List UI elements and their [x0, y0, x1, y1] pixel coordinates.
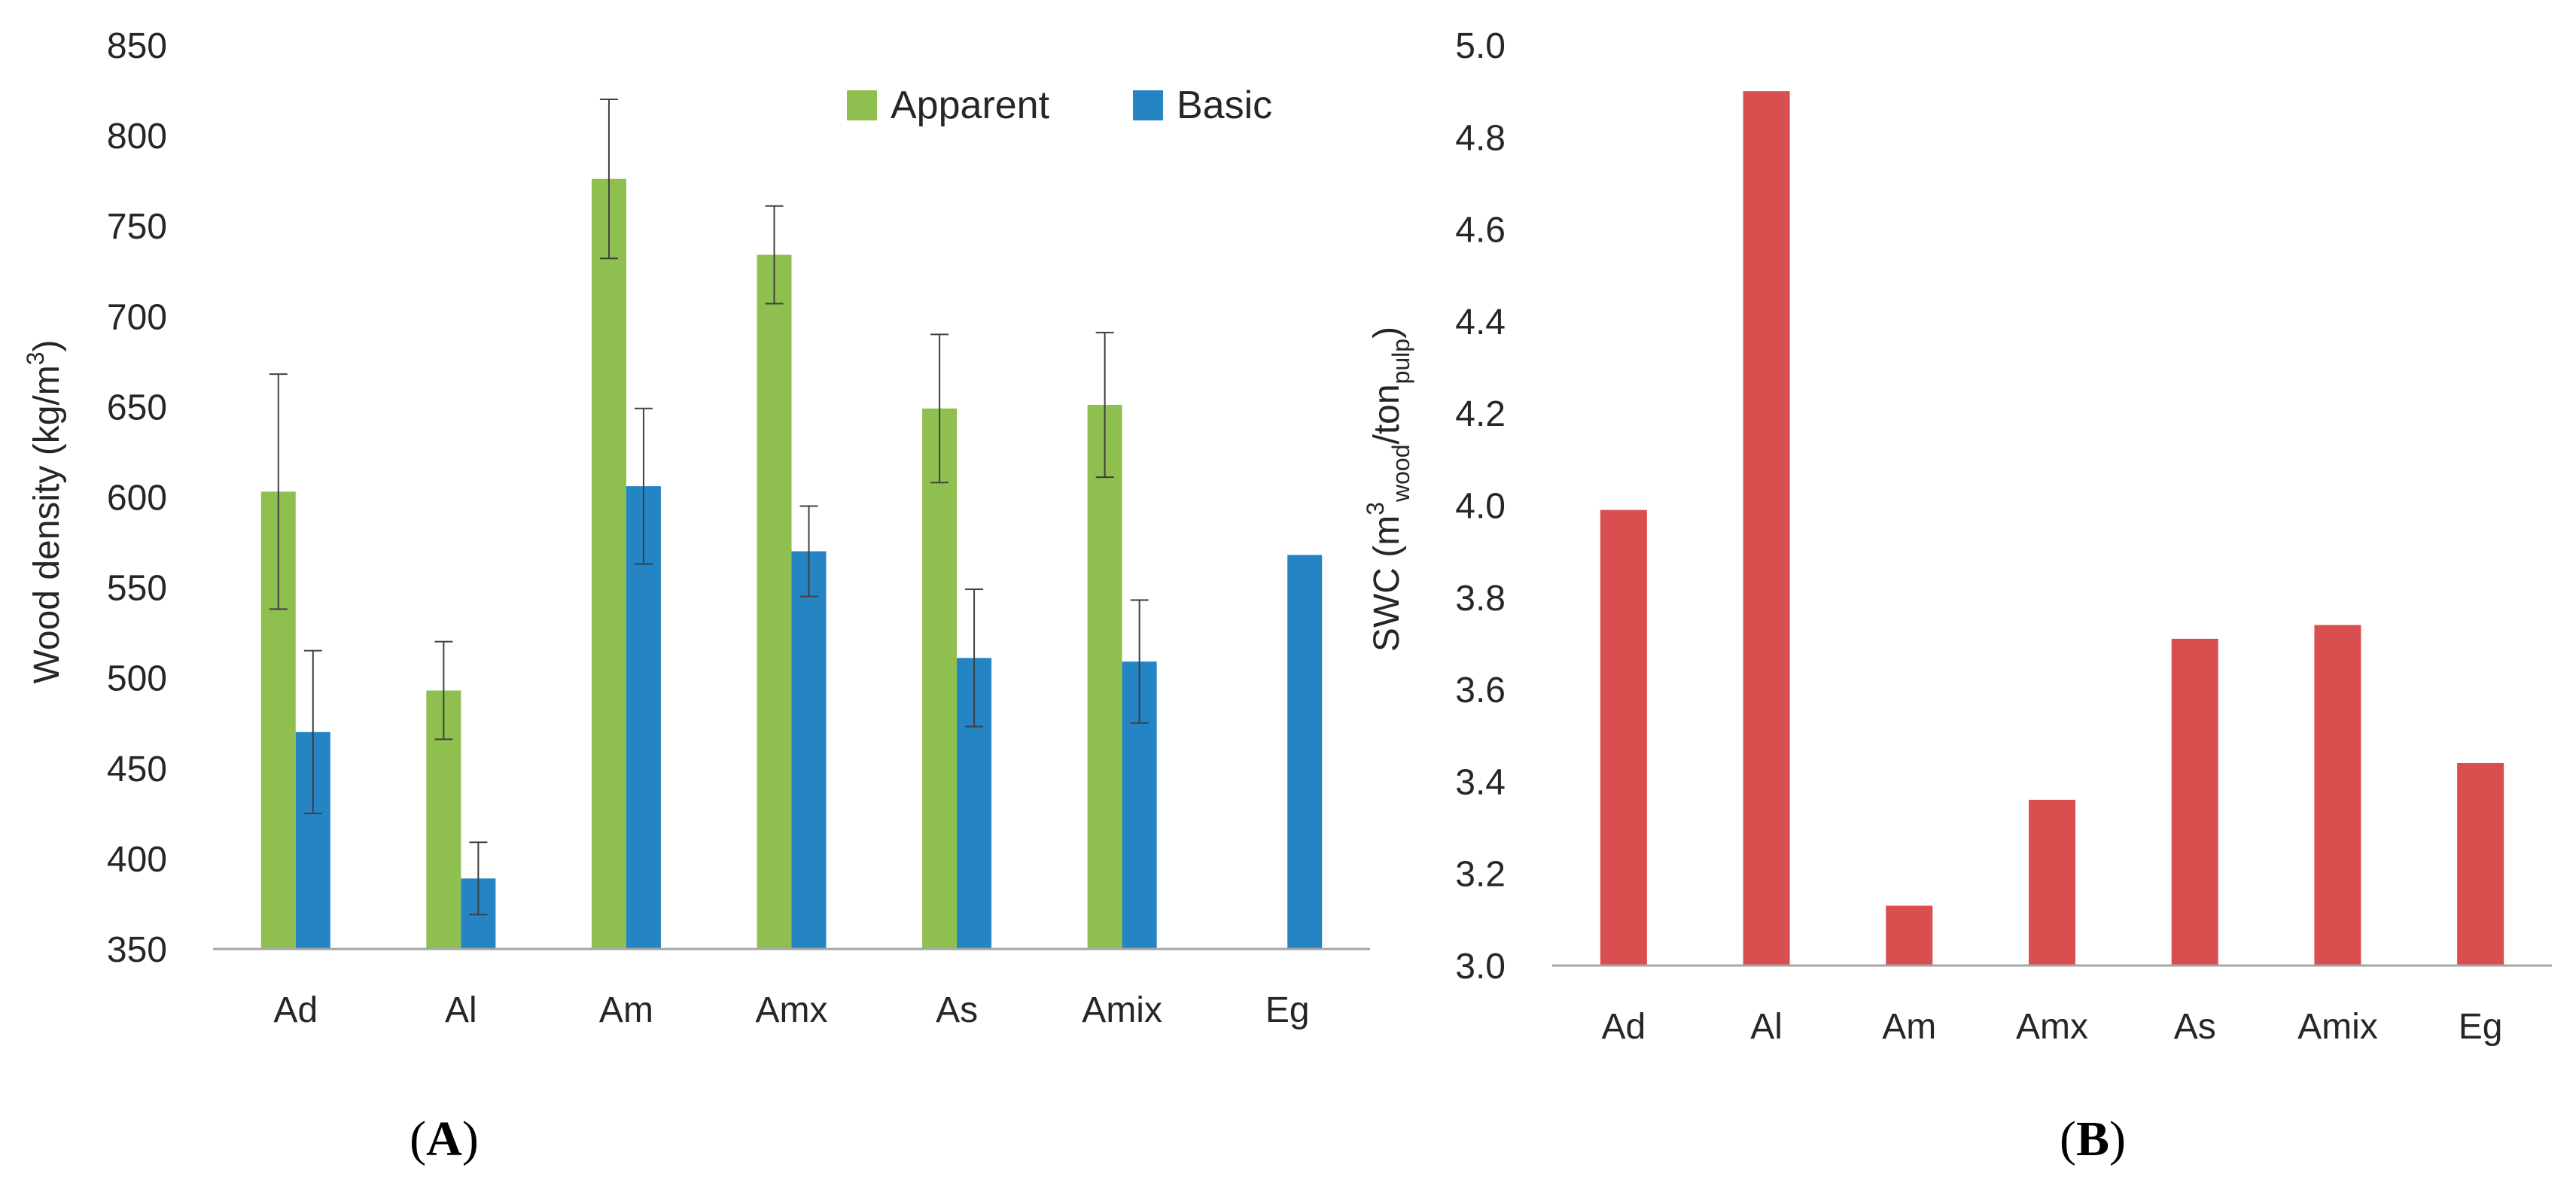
panel-a-error-bar: [269, 373, 288, 610]
panel-b-y-tick-label: 3.2: [1455, 855, 1506, 895]
panel-b-y-tick-label: 3.0: [1455, 947, 1506, 987]
panel-a-y-tick-label: 350: [107, 930, 167, 970]
panel-b-x-tick-label: Eg: [2459, 1007, 2503, 1047]
panel-b-x-tick-label: Am: [1882, 1007, 1936, 1047]
panel-b-y-tick-label: 3.4: [1455, 762, 1506, 802]
panel-b-x-ticks: Ad Al Am Amx As Amix Eg: [1601, 1007, 2502, 1047]
panel-a-legend-label: Apparent: [891, 84, 1050, 127]
panel-b-bar: [1600, 509, 1647, 966]
panel-a-legend-swatch: [847, 90, 877, 120]
panel-b-label: (B): [2060, 1112, 2126, 1166]
panel-b-y-tick-label: 4.4: [1455, 303, 1506, 342]
panel-b-bar: [2314, 625, 2361, 966]
panel-a-x-tick-label: Eg: [1265, 990, 1310, 1030]
panel-a-y-tick-label: 700: [107, 297, 167, 337]
panel-a-y-tick-label: 500: [107, 659, 167, 699]
panel-b-y-tick-label: 3.6: [1455, 671, 1506, 710]
panel-a-x-tick-label: Am: [599, 990, 653, 1030]
panel-a-x-tick-label: Al: [445, 990, 477, 1030]
panel-b-chart: SWC (m3wood/tonpulp) 3.0 3.2 3.4 3.6 3.8 4.0 4…: [1362, 26, 2552, 1166]
panel-a-bar-apparent: [591, 178, 626, 950]
panel-b-x-tick-label: Amix: [2297, 1007, 2378, 1047]
panel-a-legend-swatch: [1133, 90, 1163, 120]
panel-a-error-bar: [303, 649, 322, 814]
panel-a-error-bar: [965, 588, 984, 728]
panel-a-x-tick-label: Ad: [273, 990, 318, 1030]
panel-a-error-bar: [799, 505, 818, 598]
panel-b-y-tick-label: 4.6: [1455, 211, 1506, 251]
panel-a-x-tick-label: As: [936, 990, 978, 1030]
panel-a-y-tick-label: 850: [107, 26, 167, 66]
panel-b-bars: [1600, 91, 2504, 966]
panel-a-x-tick-label: Amx: [756, 990, 828, 1030]
panel-a-error-bar: [1130, 599, 1149, 724]
panel-b-bar: [2029, 799, 2075, 966]
panel-b-bar: [1743, 91, 1790, 966]
panel-a-error-bar: [634, 407, 653, 565]
panel-b-x-tick-label: Ad: [1601, 1007, 1646, 1047]
panel-a-error-bar: [930, 333, 949, 484]
panel-b-x-tick-label: Al: [1750, 1007, 1783, 1047]
panel-a-y-ticks: 350 400 450 500 550 600 650 700 750 800 850: [107, 26, 167, 970]
panel-a-error-bar: [469, 841, 488, 916]
panel-a-y-tick-label: 600: [107, 479, 167, 519]
panel-a-error-bar: [599, 99, 618, 260]
panel-a-bar-apparent: [922, 408, 958, 949]
panel-b-y-tick-label: 4.2: [1455, 394, 1506, 434]
panel-b-bar: [2457, 762, 2504, 966]
panel-a-bar-apparent: [757, 254, 792, 950]
panel-a-y-tick-label: 750: [107, 207, 167, 247]
panel-b-y-ticks: 3.0 3.2 3.4 3.6 3.8 4.0 4.2 4.4 4.6 4.8 5.0: [1455, 26, 1506, 987]
panel-b-y-tick-label: 3.8: [1455, 579, 1506, 619]
panel-b-x-tick-label: As: [2174, 1007, 2216, 1047]
panel-a-y-tick-label: 450: [107, 750, 167, 789]
panel-b-y-tick-label: 4.0: [1455, 487, 1506, 527]
panel-a-bar-apparent: [1087, 404, 1122, 949]
panel-a-error-bar: [434, 640, 453, 741]
panel-b-bar: [1886, 905, 1933, 966]
panel-a-x-ticks: Ad Al Am Amx As Amix Eg: [273, 990, 1309, 1030]
panel-a-y-tick-label: 800: [107, 117, 167, 157]
panel-a-legend: Apparent Basic: [847, 84, 1272, 127]
panel-b-y-axis-title: SWC (m3wood/tonpulp): [1362, 327, 1414, 652]
panel-a-error-bars: [269, 99, 1149, 916]
panel-a-error-bar: [1095, 331, 1114, 479]
panel-b-y-tick-label: 4.8: [1455, 118, 1506, 158]
panel-a-y-tick-label: 550: [107, 569, 167, 609]
panel-b-bar: [2171, 638, 2218, 966]
panel-a-legend-label: Basic: [1177, 84, 1272, 127]
panel-a-x-tick-label: Amix: [1082, 990, 1162, 1030]
panel-a-y-tick-label: 400: [107, 840, 167, 880]
panel-a-error-bar: [765, 205, 784, 305]
panel-a-chart: Wood density (kg/m3) 350 400 450 500 550 600 6…: [22, 26, 1370, 1166]
panel-a-y-axis-title: Wood density (kg/m3): [22, 339, 67, 683]
panel-b-x-tick-label: Amx: [2016, 1007, 2088, 1047]
panel-b-y-tick-label: 5.0: [1455, 26, 1506, 66]
panel-a-bar-basic: [791, 551, 827, 949]
panel-a-y-tick-label: 650: [107, 388, 167, 427]
panel-a-bars: [260, 178, 1323, 950]
panel-a-bar-basic: [1287, 555, 1323, 949]
panel-a-label: (A): [410, 1112, 479, 1166]
